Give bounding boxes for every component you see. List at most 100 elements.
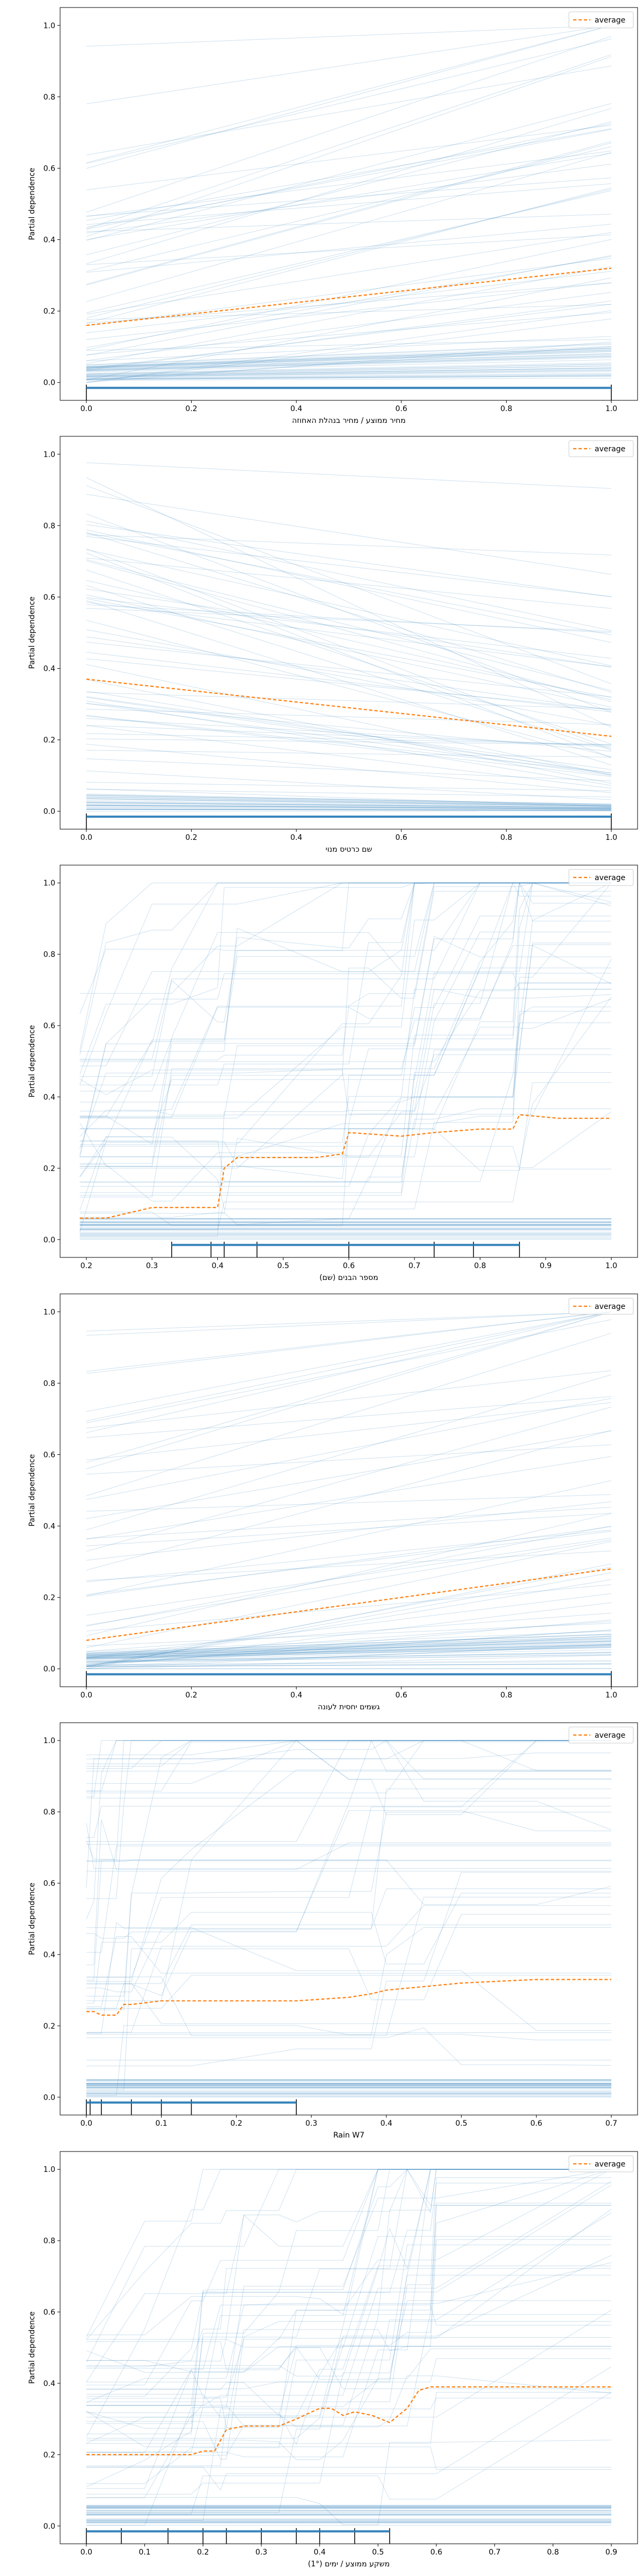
ice-curve xyxy=(86,2228,612,2460)
ice-curve xyxy=(86,1480,612,1597)
y-tick-label: 0.4 xyxy=(43,665,55,674)
ice-curve xyxy=(86,2169,612,2438)
ice-curve xyxy=(86,1311,612,1374)
ice-curve xyxy=(86,2169,612,2382)
x-tick-label: 0.8 xyxy=(474,1262,486,1270)
ice-curve xyxy=(86,347,612,367)
ice-curve xyxy=(86,304,612,320)
ice-curve xyxy=(86,1740,612,1769)
ice-curve xyxy=(86,1539,612,1626)
ice-curve xyxy=(86,183,612,225)
ice-curve xyxy=(79,968,612,1169)
ice-curve xyxy=(86,1740,612,1794)
x-tick-label: 0.2 xyxy=(80,1262,92,1270)
chart-panel-4: 0.0 0.2 0.4 0.6 0.8 1.0 0.0 0.2 0.4 0.6 0.8 1.0 גשמי… xyxy=(28,1293,638,1711)
ice-curve xyxy=(86,2337,612,2445)
ice-curve xyxy=(86,370,612,377)
x-axis-label: שם כרטיס מנוי xyxy=(326,845,372,854)
x-tick-label: 0.3 xyxy=(255,2548,267,2557)
ice-curve xyxy=(86,2169,612,2363)
ice-curve xyxy=(79,882,612,1086)
ice-curve xyxy=(86,588,612,668)
y-tick-label: 0.4 xyxy=(43,1523,55,1531)
ice-curve xyxy=(79,882,612,1092)
legend-box xyxy=(568,2155,634,2172)
y-tick-label: 0.4 xyxy=(43,1951,55,1959)
ice-curve xyxy=(86,2375,612,2467)
ice-curve xyxy=(79,882,612,1117)
ice-curve xyxy=(86,602,612,668)
y-tick-label: 0.0 xyxy=(43,2522,55,2531)
ice-curve xyxy=(79,882,612,1055)
ice-curve xyxy=(86,809,612,811)
ice-curve xyxy=(86,1513,612,1636)
ice-curve xyxy=(86,1374,612,1531)
x-axis-label: גשמים יחסית לעונה xyxy=(318,1703,380,1711)
ice-curve xyxy=(86,190,612,313)
x-tick-label: 0.1 xyxy=(156,2119,167,2128)
ice-curve xyxy=(86,805,612,809)
ice-curve xyxy=(86,494,612,575)
ice-curve xyxy=(86,2177,612,2402)
ice-curve xyxy=(86,2236,612,2369)
ice-curve xyxy=(86,1311,612,1422)
average-line xyxy=(79,1114,612,1219)
ice-curve xyxy=(86,1655,612,1663)
y-axis-label: Partial dependence xyxy=(28,1454,36,1526)
x-axis-label: מספר הבנים (שם) xyxy=(319,1274,378,1282)
ice-curve xyxy=(79,983,612,1226)
ice-curve xyxy=(86,1889,612,2034)
ice-curve xyxy=(86,1567,612,1666)
ice-curve xyxy=(86,462,612,489)
legend: average xyxy=(568,2155,634,2172)
ice-curve xyxy=(86,351,612,369)
ice-curve xyxy=(79,1146,612,1169)
ice-curve xyxy=(86,664,612,775)
ice-curve xyxy=(86,1752,612,1889)
ice-curve xyxy=(86,1819,612,1965)
ice-curve xyxy=(86,1905,612,2033)
x-tick-label: 0.6 xyxy=(396,1691,407,1700)
ice-curve xyxy=(86,594,612,708)
ice-curve xyxy=(86,1740,612,1978)
ice-curve xyxy=(86,1572,612,1667)
y-axis-label: Partial dependence xyxy=(28,167,36,240)
ice-curve xyxy=(79,882,612,1197)
average-line xyxy=(86,2386,612,2455)
legend-box xyxy=(568,11,634,28)
x-tick-label: 0.6 xyxy=(430,2548,442,2557)
legend-box xyxy=(568,1298,634,1315)
ice-curve xyxy=(86,809,612,811)
ice-curve xyxy=(86,277,612,380)
ice-curve xyxy=(86,357,612,372)
ice-curve xyxy=(86,187,612,324)
x-tick-label: 0.5 xyxy=(372,2548,384,2557)
ice-curve xyxy=(86,1311,612,1433)
ice-curve xyxy=(86,1621,612,1658)
ice-curve xyxy=(86,1644,612,1669)
ice-curve xyxy=(86,2310,612,2444)
ice-curve xyxy=(86,696,612,770)
ice-curve xyxy=(86,1740,612,1860)
y-tick-label: 0.8 xyxy=(43,2237,55,2245)
axes-frame xyxy=(60,1722,638,2116)
x-tick-label: 0.8 xyxy=(547,2548,559,2557)
y-tick-label: 0.0 xyxy=(43,808,55,816)
ice-curve xyxy=(86,770,612,800)
ice-curve xyxy=(86,2169,612,2385)
ice-curve xyxy=(86,1529,612,1583)
y-tick-label: 0.4 xyxy=(43,236,55,245)
ice-curve xyxy=(86,378,612,381)
legend-label: average xyxy=(595,16,625,25)
ice-curve xyxy=(86,1647,612,1659)
ice-curve xyxy=(86,1740,612,1899)
ice-curve xyxy=(86,1593,612,1658)
ice-curve xyxy=(79,958,612,1137)
ice-curve xyxy=(86,2034,612,2040)
chart-panel-5: 0.0 0.1 0.2 0.3 0.4 0.5 0.6 0.7 0.0 0.2 0.4 0.6 0.8 1… xyxy=(28,1722,638,2140)
ice-curve xyxy=(86,580,612,700)
ice-curve xyxy=(86,697,612,773)
ice-curve xyxy=(86,348,612,368)
ice-curve xyxy=(86,2028,612,2066)
ice-curve xyxy=(86,807,612,810)
